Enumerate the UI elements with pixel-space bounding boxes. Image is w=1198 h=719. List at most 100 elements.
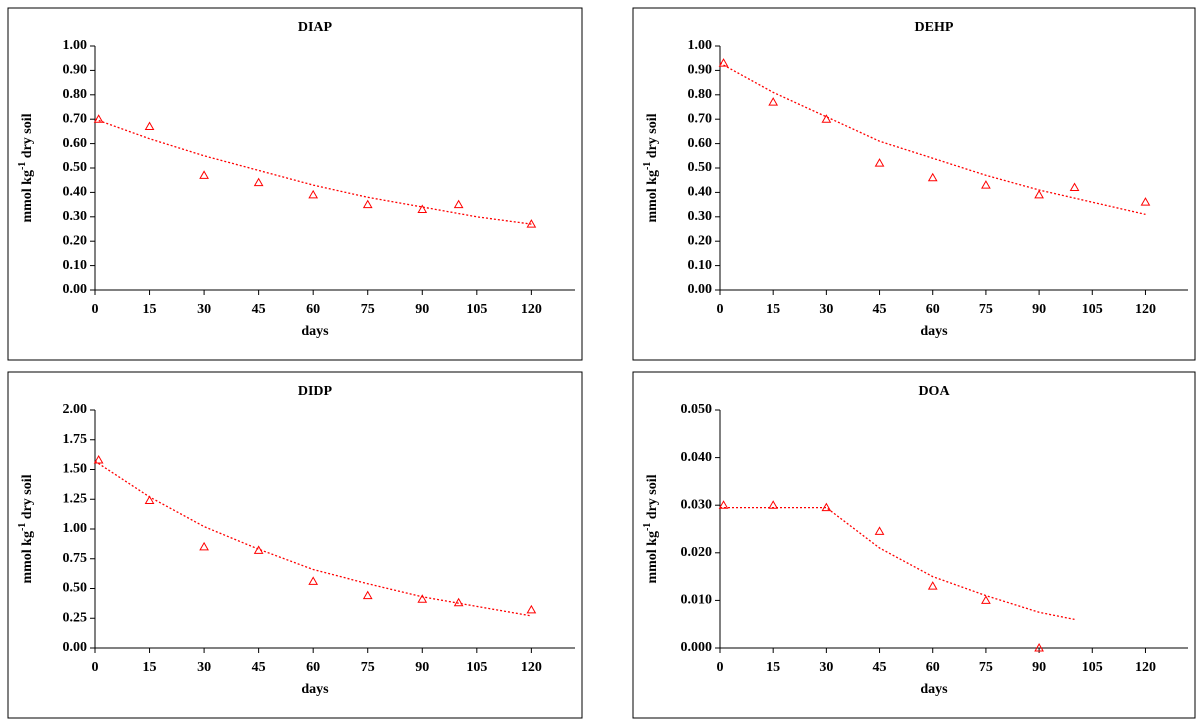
y-tick-label: 0.80 <box>63 87 88 102</box>
data-point <box>199 541 209 551</box>
x-tick-label: 45 <box>252 660 266 675</box>
data-point <box>768 97 779 106</box>
x-tick-label: 120 <box>1135 302 1156 317</box>
y-label-sup: -1 <box>642 523 653 531</box>
x-axis-label: days <box>301 682 329 697</box>
x-axis-label: days <box>301 324 329 339</box>
x-tick-label: 120 <box>1135 660 1156 675</box>
data-point <box>927 172 938 182</box>
data-point <box>253 545 264 554</box>
x-tick-label: 15 <box>143 660 157 675</box>
data-point <box>927 581 938 590</box>
y-label-rest: dry soil <box>645 113 660 161</box>
y-tick-label: 1.00 <box>63 38 88 53</box>
chart-title: DOA <box>918 384 950 399</box>
y-label-rest: dry soil <box>20 113 35 161</box>
data-point <box>417 594 428 603</box>
y-tick-label: 0.40 <box>688 185 713 200</box>
x-tick-label: 75 <box>361 660 375 675</box>
x-tick-label: 0 <box>717 302 724 317</box>
y-tick-label: 0.90 <box>63 63 88 78</box>
y-tick-label: 0.50 <box>688 160 713 175</box>
y-tick-label: 0.030 <box>681 497 713 512</box>
x-tick-label: 30 <box>197 302 211 317</box>
data-point <box>417 204 428 213</box>
y-tick-label: 0.60 <box>63 136 88 151</box>
data-point <box>362 199 373 209</box>
y-tick-label: 1.00 <box>688 38 713 53</box>
y-label-text: mmol kg <box>20 531 35 584</box>
data-point <box>144 495 155 504</box>
x-tick-label: 45 <box>873 302 887 317</box>
data-point <box>308 189 319 199</box>
y-label-sup: -1 <box>17 162 28 170</box>
y-tick-label: 1.00 <box>63 521 88 536</box>
y-axis-label: mmol kg-1 dry soil <box>642 474 660 583</box>
y-label-sup: -1 <box>17 523 28 531</box>
data-point <box>1069 182 1080 192</box>
data-point <box>718 500 729 509</box>
y-tick-label: 0.30 <box>63 209 88 224</box>
y-tick-label: 0.10 <box>63 258 88 273</box>
data-point <box>821 502 832 512</box>
y-tick-label: 0.70 <box>63 111 88 126</box>
data-point <box>453 597 464 607</box>
y-tick-label: 1.75 <box>63 432 88 447</box>
x-tick-label: 120 <box>521 302 542 317</box>
y-tick-label: 0.40 <box>63 185 88 200</box>
x-tick-label: 15 <box>766 302 780 317</box>
data-point <box>768 500 779 509</box>
data-point <box>526 219 537 228</box>
x-tick-label: 15 <box>766 660 780 675</box>
x-tick-label: 45 <box>252 302 266 317</box>
data-point <box>874 158 885 167</box>
data-point <box>362 590 373 600</box>
data-point <box>1140 197 1151 206</box>
y-tick-label: 0.20 <box>688 233 713 248</box>
x-tick-label: 60 <box>306 660 320 675</box>
y-tick-label: 0.000 <box>681 640 713 655</box>
x-tick-label: 105 <box>466 302 487 317</box>
data-point <box>1034 189 1044 199</box>
y-axis-label: mmol kg-1 dry soil <box>642 113 660 222</box>
x-tick-label: 75 <box>361 302 375 317</box>
y-tick-label: 0.010 <box>681 593 713 608</box>
x-tick-label: 60 <box>926 302 940 317</box>
x-tick-label: 75 <box>979 660 993 675</box>
x-tick-label: 90 <box>1032 302 1046 317</box>
y-tick-label: 2.00 <box>63 402 88 417</box>
chart-title: DIAP <box>298 20 333 35</box>
chart-title: DIDP <box>298 384 333 399</box>
panel-frame <box>7 7 583 361</box>
y-tick-label: 0.10 <box>688 258 713 273</box>
panel-frame <box>632 7 1196 361</box>
y-axis-label: mmol kg-1 dry soil <box>17 474 35 583</box>
data-point <box>453 199 464 209</box>
trend-line <box>94 460 532 617</box>
y-tick-label: 0.30 <box>688 209 713 224</box>
x-tick-label: 0 <box>717 660 724 675</box>
x-tick-label: 120 <box>521 660 542 675</box>
data-point <box>718 58 729 67</box>
y-label-rest: dry soil <box>20 474 35 522</box>
data-point <box>199 170 209 179</box>
y-tick-label: 0.50 <box>63 581 88 596</box>
data-point <box>93 114 104 123</box>
x-tick-label: 0 <box>92 660 99 675</box>
x-tick-label: 0 <box>92 302 99 317</box>
data-point <box>253 177 264 187</box>
y-label-text: mmol kg <box>20 170 35 223</box>
y-label-sup: -1 <box>642 162 653 170</box>
y-tick-label: 0.050 <box>681 402 713 417</box>
y-tick-label: 0.75 <box>63 551 88 566</box>
y-tick-label: 0.20 <box>63 233 88 248</box>
x-tick-label: 105 <box>1082 302 1103 317</box>
x-tick-label: 45 <box>873 660 887 675</box>
data-point <box>93 454 104 464</box>
x-tick-label: 30 <box>819 302 833 317</box>
x-tick-label: 60 <box>306 302 320 317</box>
y-axis-label: mmol kg-1 dry soil <box>17 113 35 222</box>
x-axis-label: days <box>920 682 948 697</box>
data-point <box>526 604 537 614</box>
y-tick-label: 0.90 <box>688 63 713 78</box>
